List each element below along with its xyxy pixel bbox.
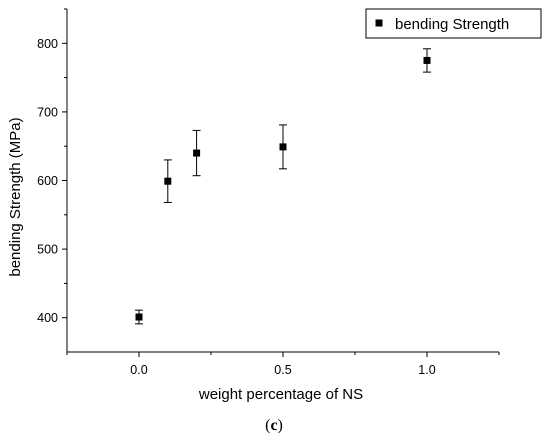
- caption-letter: c: [270, 417, 277, 434]
- legend: bending Strength: [365, 8, 542, 39]
- plot-layer: 400 500 600 700 800 0.0 0.5 1.0: [37, 8, 500, 377]
- data-point: [193, 149, 201, 157]
- x-tick-label: 1.0: [418, 363, 435, 377]
- figure-caption: (c): [265, 417, 283, 434]
- y-tick-label: 800: [37, 37, 58, 51]
- data-point: [135, 313, 143, 321]
- data-point: [279, 143, 287, 151]
- legend-label: bending Strength: [395, 16, 509, 33]
- x-axis-title: weight percentage of NS: [198, 386, 363, 403]
- y-tick-label: 700: [37, 105, 58, 119]
- data-point: [423, 56, 431, 64]
- y-tick-label: 600: [37, 174, 58, 188]
- y-tick-label: 400: [37, 311, 58, 325]
- caption-open: (: [265, 417, 270, 434]
- x-tick-label: 0.0: [130, 363, 147, 377]
- legend-box: [365, 8, 542, 39]
- y-tick-label: 500: [37, 243, 58, 257]
- caption-close: ): [278, 417, 283, 434]
- x-tick-label: 0.5: [274, 363, 291, 377]
- data-point: [164, 177, 172, 185]
- legend-marker: [375, 19, 383, 27]
- y-axis-title: bending Strength (MPa): [7, 117, 24, 276]
